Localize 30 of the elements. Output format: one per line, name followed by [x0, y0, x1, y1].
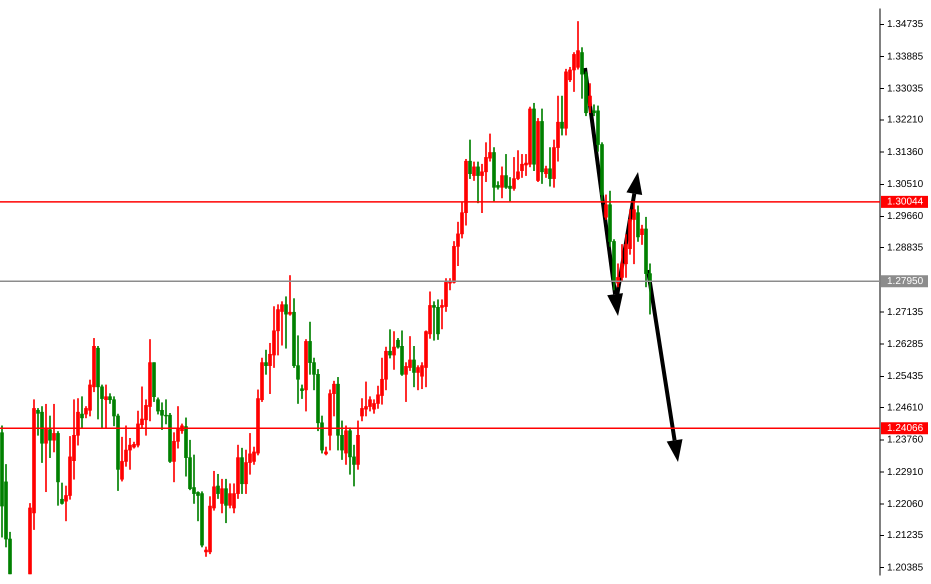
y-tick-label: 1.25435 [887, 371, 924, 382]
y-tick-label: 1.32210 [887, 114, 924, 126]
ref-line-label: 1.30044 [887, 196, 924, 208]
y-tick-label: 1.23760 [887, 434, 924, 446]
y-tick-label: 1.27135 [887, 306, 924, 318]
candlestick [432, 301, 436, 341]
y-tick-label: 1.22910 [887, 466, 924, 478]
y-tick-label: 1.30510 [887, 179, 924, 190]
ref-line-label: 1.27950 [887, 276, 924, 287]
y-tick-label: 1.34735 [887, 19, 924, 30]
candlestick [264, 350, 268, 375]
y-tick-label: 1.31360 [887, 146, 924, 158]
candlestick [80, 396, 84, 428]
candlestick [324, 446, 328, 456]
y-tick-label: 1.33885 [887, 51, 924, 62]
y-tick-label: 1.20385 [887, 562, 924, 574]
y-tick-label: 1.22060 [887, 498, 924, 510]
y-tick-label: 1.29660 [887, 211, 924, 222]
ref-line-label: 1.24066 [887, 423, 924, 434]
y-tick-label: 1.28835 [887, 242, 924, 254]
candlestick [388, 329, 392, 358]
y-tick-label: 1.26285 [887, 338, 924, 350]
candlestick [284, 296, 288, 349]
candlestick [392, 331, 396, 370]
y-tick-label: 1.21235 [887, 530, 924, 542]
candlestick [560, 96, 564, 136]
candlestick [416, 365, 420, 390]
y-tick-label: 1.24610 [887, 402, 924, 414]
y-tick-label: 1.33035 [887, 83, 924, 94]
candlestick [288, 275, 292, 316]
